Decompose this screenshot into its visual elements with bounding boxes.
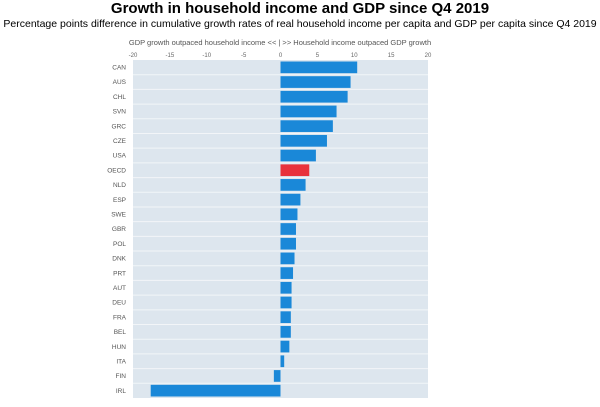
- bar-chl: [280, 90, 348, 103]
- bar-irl: [150, 384, 281, 397]
- bar-hun: [280, 340, 290, 353]
- category-label: ESP: [113, 197, 126, 204]
- category-label: DEU: [112, 300, 126, 307]
- bar-svn: [280, 105, 337, 118]
- bar-bel: [280, 326, 291, 338]
- category-label: SWE: [111, 212, 126, 219]
- bar-ita: [280, 355, 285, 368]
- x-tick-label: 5: [316, 53, 320, 59]
- bar-fra: [280, 311, 291, 324]
- x-tick-label: -10: [202, 53, 211, 59]
- category-label: IRL: [116, 388, 127, 395]
- category-label: GBR: [112, 226, 126, 233]
- category-label: ITA: [116, 358, 126, 365]
- category-label: AUS: [113, 79, 127, 86]
- category-label: POL: [113, 241, 126, 248]
- bar-prt: [280, 267, 294, 279]
- bar-esp: [280, 193, 301, 206]
- bar-dnk: [280, 252, 295, 265]
- category-label: CAN: [112, 65, 126, 72]
- chart-title: Growth in household income and GDP since…: [110, 0, 490, 17]
- bar-can: [280, 61, 358, 74]
- bar-aus: [280, 76, 351, 88]
- category-label: BEL: [114, 329, 127, 336]
- x-tick-label: 0: [279, 53, 283, 59]
- bar-nld: [280, 179, 306, 191]
- bar-pol: [280, 237, 296, 250]
- category-label: CZE: [113, 138, 127, 145]
- category-label: AUT: [113, 285, 126, 292]
- category-label: FRA: [113, 314, 127, 321]
- x-tick-label: -20: [129, 53, 138, 59]
- bar-usa: [280, 149, 316, 162]
- bar-swe: [280, 208, 298, 221]
- category-label: DNK: [112, 256, 126, 263]
- x-tick-label: 10: [351, 53, 358, 59]
- chart-subtitle: Percentage points difference in cumulati…: [3, 18, 597, 30]
- category-label: PRT: [113, 270, 126, 277]
- x-axis-title: GDP growth outpaced household income << …: [129, 38, 431, 47]
- bar-grc: [280, 120, 333, 132]
- x-tick-label: -5: [241, 53, 247, 59]
- category-label: OECD: [107, 167, 126, 174]
- x-tick-label: 20: [425, 53, 432, 59]
- bar-gbr: [280, 223, 296, 235]
- bar-oecd: [280, 164, 310, 177]
- x-tick-label: 15: [388, 53, 395, 59]
- category-label: NLD: [113, 182, 126, 189]
- bar-deu: [280, 296, 292, 309]
- category-label: CHL: [113, 94, 126, 101]
- x-tick-label: -15: [166, 53, 175, 59]
- category-label: HUN: [112, 344, 126, 351]
- bar-cze: [280, 134, 327, 147]
- bar-aut: [280, 281, 292, 294]
- category-label: SVN: [113, 109, 127, 116]
- category-label: USA: [113, 153, 127, 160]
- bar-fin: [273, 370, 281, 382]
- category-label: GRC: [112, 123, 127, 130]
- category-label: FIN: [116, 373, 127, 380]
